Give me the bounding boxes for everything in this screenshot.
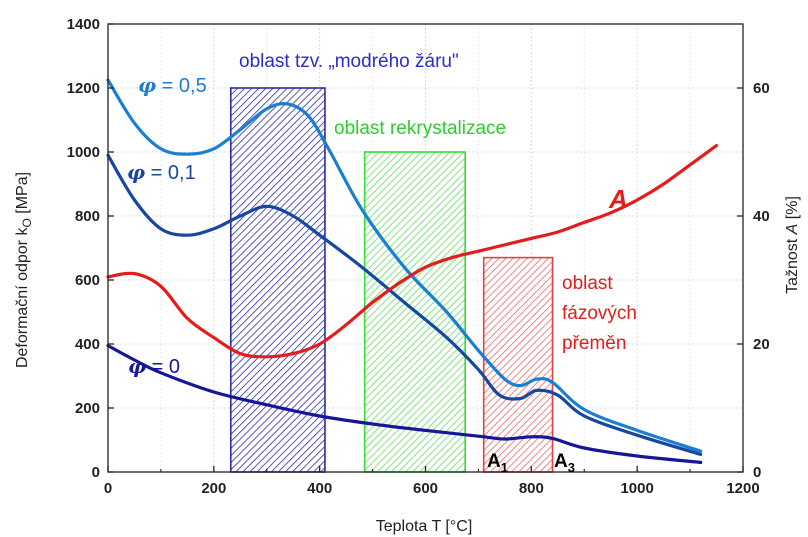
y-tick-label: 1200 bbox=[67, 80, 100, 97]
y2-axis-title-variable: A bbox=[784, 224, 801, 236]
y2-axis-title-main: Tažnost bbox=[784, 234, 801, 294]
series-line-phi-0 bbox=[106, 344, 703, 464]
phase-transformation-label-line1: oblast bbox=[562, 273, 613, 294]
y2-tick-label: 60 bbox=[753, 80, 770, 97]
axis-ticks: 0 200 400 600 800 1000 12000200400600800100012… bbox=[67, 16, 770, 497]
phi-symbol: φ bbox=[128, 354, 146, 378]
y2-tick-label: 0 bbox=[753, 464, 761, 481]
y-axis-title: Deformační odpor kO [MPa] bbox=[14, 172, 34, 368]
y-tick-label: 0 bbox=[92, 464, 100, 481]
blue-brittleness-zone-label: oblast tzv. „modrého žáru" bbox=[239, 51, 459, 72]
a1-temperature-label: A1 bbox=[487, 451, 508, 475]
phase-transformation-label-line2: fázových bbox=[562, 303, 637, 324]
series-label-text: = 0,1 bbox=[145, 162, 196, 184]
y-axis-title-subscript: O bbox=[20, 218, 34, 227]
series-label-phi-01: φ = 0,1 bbox=[127, 160, 196, 184]
phase-transformation-label-line3: přeměn bbox=[562, 333, 626, 354]
y-tick-label: 400 bbox=[75, 336, 100, 353]
y-axis-title-main: Deformační odpor k bbox=[14, 227, 31, 369]
a1-main: A bbox=[487, 451, 501, 472]
series-line-elongation bbox=[106, 144, 719, 359]
a3-temperature-label: A3 bbox=[554, 451, 575, 475]
x-tick-label: 1200 bbox=[726, 480, 759, 497]
y2-axis-title: Tažnost A [%] bbox=[784, 196, 801, 294]
series-label-text: = 0,5 bbox=[156, 75, 207, 97]
series-lines bbox=[106, 78, 719, 464]
y2-tick-label: 20 bbox=[753, 336, 770, 353]
y-axis-title-unit: [MPa] bbox=[14, 172, 31, 218]
y-tick-label: 1000 bbox=[67, 144, 100, 161]
highlight-regions bbox=[229, 87, 554, 473]
a3-subscript: 3 bbox=[568, 460, 575, 475]
y2-tick-label: 40 bbox=[753, 208, 770, 225]
y2-axis-title-unit: [%] bbox=[784, 196, 801, 224]
x-tick-label: 800 bbox=[519, 480, 544, 497]
x-tick-label: 200 bbox=[201, 480, 226, 497]
series-line-phi-05 bbox=[106, 78, 703, 453]
y-tick-label: 800 bbox=[75, 208, 100, 225]
region-2 bbox=[482, 256, 554, 473]
a1-subscript: 1 bbox=[501, 460, 508, 475]
y-tick-label: 200 bbox=[75, 400, 100, 417]
x-axis-title: Teplota T [°C] bbox=[376, 518, 473, 535]
x-tick-label: 0 bbox=[104, 480, 112, 497]
phi-symbol: φ bbox=[127, 160, 145, 184]
y-tick-label: 1400 bbox=[67, 16, 100, 33]
series-line-phi-01 bbox=[106, 153, 703, 456]
series-label-phi-0: φ = 0 bbox=[128, 354, 180, 378]
x-tick-label: 1000 bbox=[620, 480, 653, 497]
series-label-phi-05: φ = 0,5 bbox=[138, 73, 207, 97]
phi-symbol: φ bbox=[138, 73, 156, 97]
y-tick-label: 600 bbox=[75, 272, 100, 289]
a3-main: A bbox=[554, 451, 568, 472]
recrystallization-zone-label: oblast rekrystalizace bbox=[334, 118, 506, 139]
x-tick-label: 400 bbox=[307, 480, 332, 497]
x-tick-label: 600 bbox=[413, 480, 438, 497]
series-label-elongation: A bbox=[608, 184, 628, 214]
series-label-text: = 0 bbox=[146, 356, 180, 378]
